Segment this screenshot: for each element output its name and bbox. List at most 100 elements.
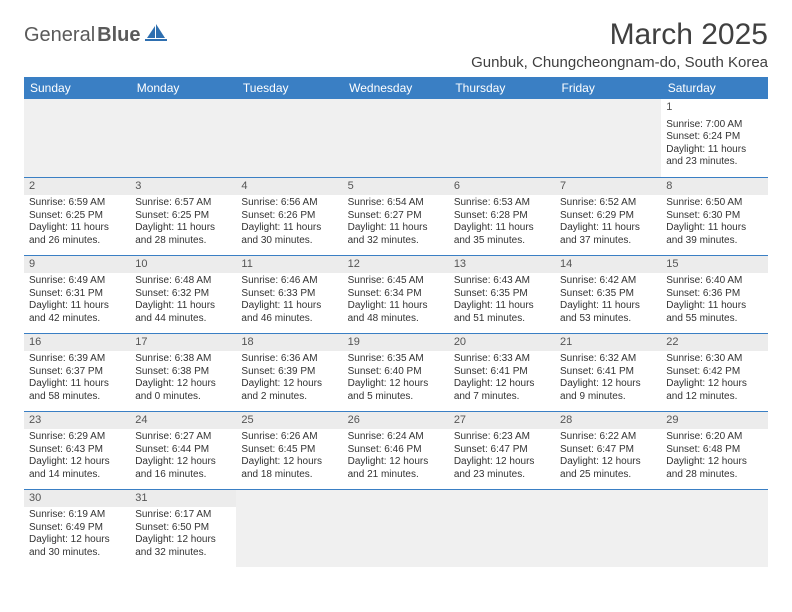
calendar-row: 16Sunrise: 6:39 AMSunset: 6:37 PMDayligh…	[24, 333, 768, 411]
day-number: 14	[555, 256, 661, 274]
day-number: 4	[236, 178, 342, 196]
cell-line-dl2: and 23 minutes.	[666, 156, 762, 169]
weekday-header: Friday	[555, 77, 661, 99]
cell-line-dl1: Daylight: 12 hours	[348, 378, 444, 391]
cell-line-dl2: and 53 minutes.	[560, 313, 656, 326]
cell-line-dl1: Daylight: 11 hours	[135, 222, 231, 235]
calendar-cell: 13Sunrise: 6:43 AMSunset: 6:35 PMDayligh…	[449, 255, 555, 333]
day-number: 7	[555, 178, 661, 196]
cell-line-sr: Sunrise: 6:38 AM	[135, 353, 231, 366]
cell-line-dl1: Daylight: 12 hours	[454, 456, 550, 469]
calendar-cell: 14Sunrise: 6:42 AMSunset: 6:35 PMDayligh…	[555, 255, 661, 333]
cell-line-dl2: and 7 minutes.	[454, 391, 550, 404]
cell-line-dl2: and 32 minutes.	[348, 235, 444, 248]
cell-line-sr: Sunrise: 6:50 AM	[666, 197, 762, 210]
calendar-cell: 21Sunrise: 6:32 AMSunset: 6:41 PMDayligh…	[555, 333, 661, 411]
day-number: 24	[130, 412, 236, 430]
day-number: 21	[555, 334, 661, 352]
cell-line-dl1: Daylight: 11 hours	[241, 300, 337, 313]
cell-line-sr: Sunrise: 6:17 AM	[135, 509, 231, 522]
calendar-cell-empty	[555, 99, 661, 177]
cell-line-dl1: Daylight: 12 hours	[454, 378, 550, 391]
cell-line-dl2: and 32 minutes.	[135, 547, 231, 560]
cell-line-dl1: Daylight: 11 hours	[135, 300, 231, 313]
day-number: 15	[661, 256, 767, 274]
cell-line-sr: Sunrise: 6:27 AM	[135, 431, 231, 444]
calendar-cell: 1Sunrise: 7:00 AMSunset: 6:24 PMDaylight…	[661, 99, 767, 177]
weekday-header: Tuesday	[236, 77, 342, 99]
cell-line-sr: Sunrise: 6:19 AM	[29, 509, 125, 522]
cell-line-ss: Sunset: 6:33 PM	[241, 288, 337, 301]
cell-line-ss: Sunset: 6:30 PM	[666, 210, 762, 223]
cell-line-dl2: and 12 minutes.	[666, 391, 762, 404]
cell-line-dl1: Daylight: 11 hours	[348, 222, 444, 235]
cell-line-dl2: and 2 minutes.	[241, 391, 337, 404]
weekday-header: Wednesday	[343, 77, 449, 99]
cell-line-ss: Sunset: 6:39 PM	[241, 366, 337, 379]
cell-line-dl1: Daylight: 11 hours	[666, 222, 762, 235]
calendar-cell: 8Sunrise: 6:50 AMSunset: 6:30 PMDaylight…	[661, 177, 767, 255]
cell-line-ss: Sunset: 6:47 PM	[454, 444, 550, 457]
day-number: 18	[236, 334, 342, 352]
cell-line-dl1: Daylight: 12 hours	[241, 456, 337, 469]
cell-line-dl2: and 5 minutes.	[348, 391, 444, 404]
day-number: 22	[661, 334, 767, 352]
calendar-row: 2Sunrise: 6:59 AMSunset: 6:25 PMDaylight…	[24, 177, 768, 255]
calendar-cell: 15Sunrise: 6:40 AMSunset: 6:36 PMDayligh…	[661, 255, 767, 333]
calendar-cell: 23Sunrise: 6:29 AMSunset: 6:43 PMDayligh…	[24, 411, 130, 489]
day-number: 1	[661, 99, 767, 117]
location: Gunbuk, Chungcheongnam-do, South Korea	[471, 54, 768, 71]
calendar-cell-empty	[343, 489, 449, 567]
cell-line-dl2: and 16 minutes.	[135, 469, 231, 482]
day-number: 2	[24, 178, 130, 196]
day-number: 11	[236, 256, 342, 274]
calendar-cell-empty	[661, 489, 767, 567]
cell-line-sr: Sunrise: 6:46 AM	[241, 275, 337, 288]
calendar-cell-empty	[343, 99, 449, 177]
weekday-header-row: Sunday Monday Tuesday Wednesday Thursday…	[24, 77, 768, 99]
cell-line-dl1: Daylight: 11 hours	[241, 222, 337, 235]
cell-line-dl2: and 18 minutes.	[241, 469, 337, 482]
cell-line-dl2: and 30 minutes.	[241, 235, 337, 248]
logo: GeneralBlue	[24, 24, 167, 47]
cell-line-ss: Sunset: 6:45 PM	[241, 444, 337, 457]
day-number: 13	[449, 256, 555, 274]
weekday-header: Saturday	[661, 77, 767, 99]
day-number: 19	[343, 334, 449, 352]
cell-line-ss: Sunset: 6:41 PM	[560, 366, 656, 379]
cell-line-dl2: and 28 minutes.	[135, 235, 231, 248]
cell-line-sr: Sunrise: 6:33 AM	[454, 353, 550, 366]
calendar-cell: 18Sunrise: 6:36 AMSunset: 6:39 PMDayligh…	[236, 333, 342, 411]
calendar-cell: 29Sunrise: 6:20 AMSunset: 6:48 PMDayligh…	[661, 411, 767, 489]
calendar-cell-empty	[236, 489, 342, 567]
calendar-cell-empty	[130, 99, 236, 177]
weekday-header: Sunday	[24, 77, 130, 99]
calendar-body: 1Sunrise: 7:00 AMSunset: 6:24 PMDaylight…	[24, 99, 768, 567]
title-block: March 2025 Gunbuk, Chungcheongnam-do, So…	[471, 18, 768, 71]
cell-line-ss: Sunset: 6:50 PM	[135, 522, 231, 535]
cell-line-dl2: and 28 minutes.	[666, 469, 762, 482]
calendar-cell: 7Sunrise: 6:52 AMSunset: 6:29 PMDaylight…	[555, 177, 661, 255]
day-number: 8	[661, 178, 767, 196]
cell-line-dl2: and 25 minutes.	[560, 469, 656, 482]
cell-line-dl2: and 0 minutes.	[135, 391, 231, 404]
cell-line-sr: Sunrise: 6:26 AM	[241, 431, 337, 444]
cell-line-dl2: and 23 minutes.	[454, 469, 550, 482]
calendar-cell-empty	[449, 99, 555, 177]
cell-line-sr: Sunrise: 6:22 AM	[560, 431, 656, 444]
cell-line-ss: Sunset: 6:26 PM	[241, 210, 337, 223]
calendar-cell: 27Sunrise: 6:23 AMSunset: 6:47 PMDayligh…	[449, 411, 555, 489]
logo-text-1: General	[24, 24, 95, 47]
cell-line-dl1: Daylight: 11 hours	[29, 378, 125, 391]
calendar-cell: 3Sunrise: 6:57 AMSunset: 6:25 PMDaylight…	[130, 177, 236, 255]
cell-line-sr: Sunrise: 6:53 AM	[454, 197, 550, 210]
calendar-cell: 11Sunrise: 6:46 AMSunset: 6:33 PMDayligh…	[236, 255, 342, 333]
cell-line-dl2: and 46 minutes.	[241, 313, 337, 326]
day-number: 5	[343, 178, 449, 196]
calendar-cell: 24Sunrise: 6:27 AMSunset: 6:44 PMDayligh…	[130, 411, 236, 489]
cell-line-dl2: and 37 minutes.	[560, 235, 656, 248]
calendar-cell: 6Sunrise: 6:53 AMSunset: 6:28 PMDaylight…	[449, 177, 555, 255]
cell-line-dl1: Daylight: 11 hours	[560, 222, 656, 235]
cell-line-sr: Sunrise: 6:23 AM	[454, 431, 550, 444]
day-number: 3	[130, 178, 236, 196]
